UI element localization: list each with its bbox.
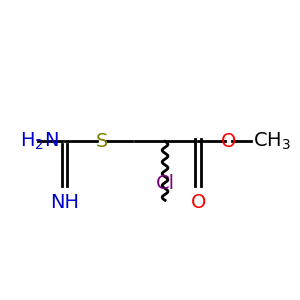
Text: NH: NH <box>50 193 79 212</box>
Text: S: S <box>96 132 108 151</box>
Text: O: O <box>190 193 206 212</box>
Text: $\mathregular{CH_3}$: $\mathregular{CH_3}$ <box>253 131 291 152</box>
Text: Cl: Cl <box>155 174 175 193</box>
Text: $\mathregular{H_2N}$: $\mathregular{H_2N}$ <box>20 131 59 152</box>
Text: O: O <box>220 132 236 151</box>
